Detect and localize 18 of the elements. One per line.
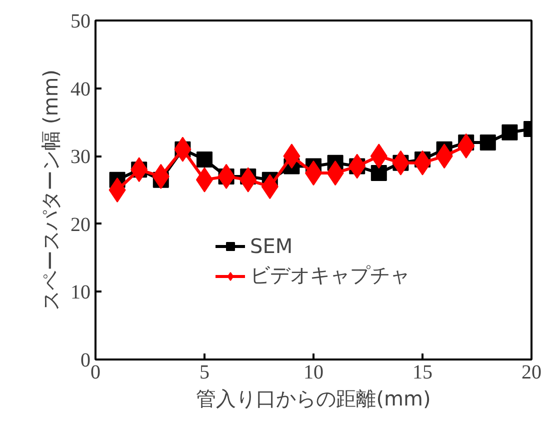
legend-label: SEM — [250, 234, 293, 258]
x-tick-label: 20 — [522, 362, 542, 384]
point — [480, 134, 496, 151]
y-tick-label: 40 — [70, 78, 90, 100]
y-tick-label: 30 — [70, 146, 90, 168]
legend-label: ビデオキャプチャ — [250, 262, 410, 289]
x-tick-label: 15 — [412, 362, 432, 384]
y-axis-title: スペースパターン幅 (mm) — [38, 70, 62, 310]
point — [502, 124, 518, 140]
x-tick-label: 10 — [304, 362, 324, 384]
x-axis-title: 管入り口からの距離(mm) — [196, 386, 431, 410]
x-tick-label: 5 — [200, 362, 210, 384]
point — [370, 165, 387, 182]
y-tick-label: 10 — [70, 282, 90, 304]
point — [196, 151, 212, 168]
y-tick-label: 50 — [70, 10, 90, 32]
y-tick-label: 20 — [70, 214, 90, 236]
point — [108, 178, 126, 202]
